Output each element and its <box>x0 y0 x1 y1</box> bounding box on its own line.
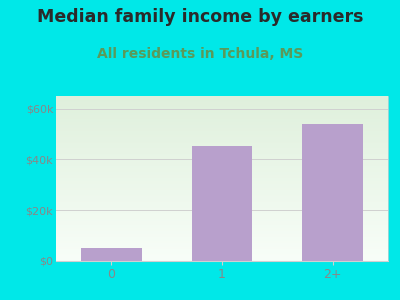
Text: Median family income by earners: Median family income by earners <box>37 8 363 26</box>
Bar <box>81 248 142 261</box>
Bar <box>192 146 252 261</box>
Text: All residents in Tchula, MS: All residents in Tchula, MS <box>97 46 303 61</box>
Bar <box>302 124 363 261</box>
